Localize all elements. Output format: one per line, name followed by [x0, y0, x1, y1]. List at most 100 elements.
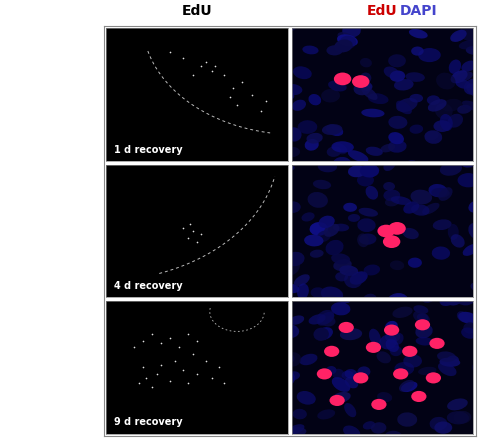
Ellipse shape	[339, 35, 356, 49]
Ellipse shape	[280, 85, 294, 99]
Ellipse shape	[470, 283, 483, 293]
Ellipse shape	[459, 27, 476, 41]
Ellipse shape	[384, 190, 400, 201]
Ellipse shape	[292, 100, 306, 111]
Ellipse shape	[457, 105, 471, 114]
Ellipse shape	[440, 114, 453, 131]
Ellipse shape	[433, 120, 451, 132]
Circle shape	[383, 235, 400, 248]
Ellipse shape	[437, 351, 456, 362]
Text: 4 d recovery: 4 d recovery	[114, 281, 182, 291]
Circle shape	[393, 368, 408, 379]
Ellipse shape	[413, 305, 428, 314]
Ellipse shape	[391, 196, 411, 205]
Ellipse shape	[333, 143, 347, 154]
Ellipse shape	[438, 362, 456, 376]
Ellipse shape	[450, 30, 467, 42]
Ellipse shape	[288, 424, 304, 434]
Ellipse shape	[319, 215, 335, 228]
Ellipse shape	[397, 162, 415, 170]
Ellipse shape	[311, 287, 325, 297]
Ellipse shape	[371, 422, 386, 434]
Ellipse shape	[381, 144, 395, 152]
Ellipse shape	[342, 24, 361, 37]
Ellipse shape	[281, 326, 296, 338]
Ellipse shape	[462, 101, 481, 111]
Ellipse shape	[305, 139, 319, 151]
Ellipse shape	[343, 425, 360, 438]
Ellipse shape	[399, 380, 414, 392]
Ellipse shape	[331, 392, 351, 403]
Circle shape	[411, 391, 426, 402]
Ellipse shape	[363, 421, 375, 430]
Ellipse shape	[413, 311, 430, 324]
Ellipse shape	[283, 147, 300, 157]
Ellipse shape	[366, 147, 383, 156]
Ellipse shape	[304, 235, 324, 247]
Ellipse shape	[344, 369, 357, 378]
Ellipse shape	[341, 371, 354, 380]
Ellipse shape	[402, 160, 420, 174]
Ellipse shape	[316, 310, 334, 325]
Text: 1 d recovery: 1 d recovery	[114, 145, 182, 155]
Ellipse shape	[299, 354, 317, 365]
Ellipse shape	[369, 328, 381, 346]
Ellipse shape	[294, 274, 310, 286]
Ellipse shape	[317, 409, 335, 420]
Ellipse shape	[332, 377, 350, 392]
Ellipse shape	[333, 157, 351, 171]
Ellipse shape	[445, 294, 461, 306]
Ellipse shape	[384, 431, 403, 438]
Ellipse shape	[310, 250, 324, 258]
Ellipse shape	[454, 411, 471, 424]
Ellipse shape	[403, 201, 419, 214]
Circle shape	[402, 346, 417, 357]
Ellipse shape	[461, 328, 477, 339]
Ellipse shape	[440, 293, 456, 306]
Ellipse shape	[406, 72, 425, 82]
Ellipse shape	[429, 417, 447, 431]
Ellipse shape	[385, 198, 399, 206]
Ellipse shape	[318, 161, 337, 172]
Circle shape	[352, 75, 369, 88]
Ellipse shape	[362, 293, 377, 307]
Ellipse shape	[283, 260, 300, 276]
Ellipse shape	[466, 46, 483, 55]
Ellipse shape	[322, 295, 340, 309]
Ellipse shape	[361, 109, 384, 117]
Ellipse shape	[359, 233, 376, 245]
Text: 9 d recovery: 9 d recovery	[114, 417, 182, 427]
Ellipse shape	[293, 409, 307, 419]
Ellipse shape	[397, 412, 417, 427]
Text: EdU: EdU	[182, 4, 213, 18]
Ellipse shape	[301, 212, 314, 222]
Ellipse shape	[285, 201, 301, 213]
Ellipse shape	[385, 321, 398, 332]
Ellipse shape	[286, 127, 301, 141]
Ellipse shape	[458, 312, 477, 324]
Ellipse shape	[298, 120, 317, 134]
Ellipse shape	[332, 369, 344, 379]
Ellipse shape	[433, 219, 452, 230]
Ellipse shape	[385, 339, 399, 352]
Ellipse shape	[466, 83, 482, 97]
Ellipse shape	[357, 233, 369, 247]
Ellipse shape	[327, 45, 343, 56]
Ellipse shape	[441, 99, 462, 112]
Ellipse shape	[455, 71, 473, 82]
Ellipse shape	[390, 346, 402, 356]
Ellipse shape	[409, 29, 428, 39]
Ellipse shape	[283, 284, 299, 293]
Ellipse shape	[313, 180, 331, 189]
Ellipse shape	[448, 224, 459, 240]
Ellipse shape	[384, 159, 396, 171]
Ellipse shape	[393, 333, 404, 345]
Ellipse shape	[408, 258, 422, 268]
Ellipse shape	[354, 83, 370, 95]
Ellipse shape	[282, 325, 299, 338]
Ellipse shape	[283, 84, 302, 95]
Circle shape	[388, 222, 406, 235]
Ellipse shape	[388, 140, 407, 153]
Ellipse shape	[377, 351, 391, 364]
Ellipse shape	[416, 337, 433, 346]
